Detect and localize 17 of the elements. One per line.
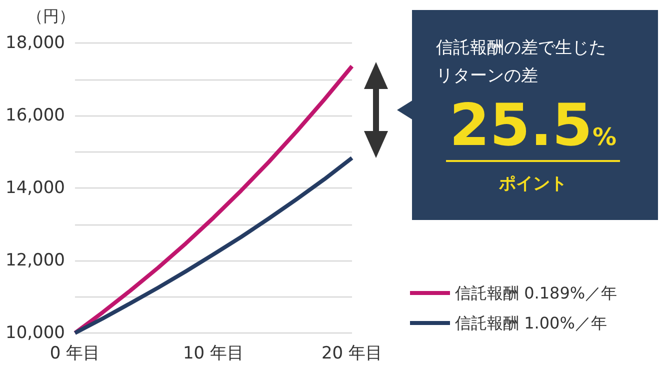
y-tick-label: 12,000 (6, 250, 65, 270)
legend-label: 信託報酬 0.189%／年 (455, 284, 618, 302)
line-series (73, 64, 354, 335)
y-tick-label: 14,000 (6, 178, 65, 198)
x-tick-label: 0 年目 (50, 344, 100, 364)
text: 信託報酬の差で生じたリターンの差 (436, 37, 607, 88)
x-tick-label: 10 年目 (182, 344, 244, 364)
text: 25.5 (449, 91, 593, 159)
y-tick-label: 16,000 (6, 106, 65, 126)
y-tick-label: 10,000 (6, 323, 65, 343)
legend-label: 信託報酬 1.00%／年 (455, 314, 607, 332)
text: % (592, 123, 617, 151)
y-axis-title: （円） (27, 8, 75, 26)
line-series (73, 156, 354, 335)
y-tick-label: 18,000 (6, 33, 65, 53)
x-tick-label: 20 年目 (321, 344, 383, 364)
text: ポイント (498, 173, 568, 195)
